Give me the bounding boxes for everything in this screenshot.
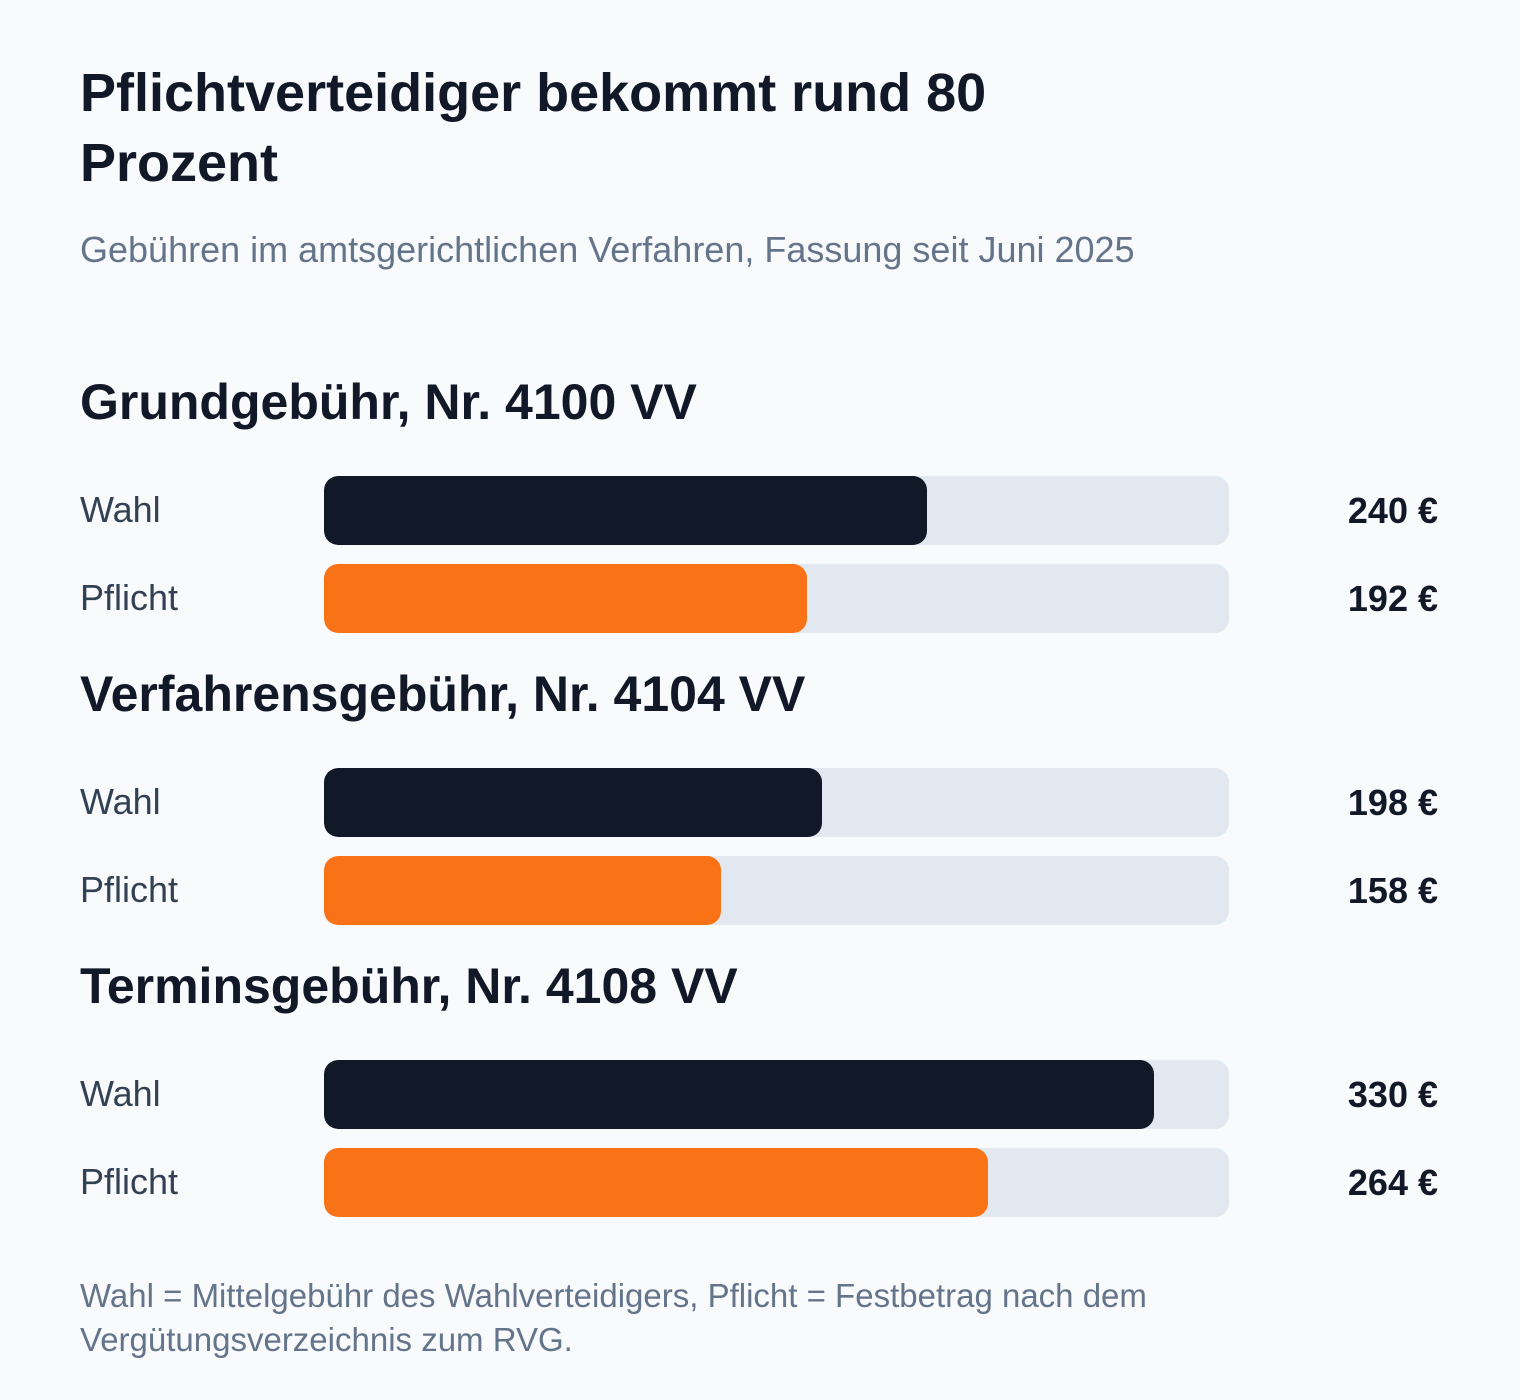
bar-value-label: 264 € <box>1347 1162 1438 1203</box>
bar-value-label: 240 € <box>1347 490 1438 531</box>
group-title: Terminsgebühr, Nr. 4108 VV <box>80 958 738 1014</box>
bar-track <box>324 768 1229 837</box>
bar-track <box>324 856 1229 925</box>
bar-track <box>324 1148 1229 1217</box>
bar-label-wahl: Wahl <box>80 1073 161 1114</box>
bar-value-label: 192 € <box>1347 578 1438 619</box>
bar-label-wahl: Wahl <box>80 781 161 822</box>
chart-subtitle: Gebühren im amtsgerichtlichen Verfahren,… <box>80 229 1135 270</box>
bar-track <box>324 1060 1229 1129</box>
bar-track <box>324 564 1229 633</box>
bar-track <box>324 476 1229 545</box>
bar-label-pflicht: Pflicht <box>80 869 179 910</box>
bar-wahl <box>324 1060 1154 1129</box>
group-title: Grundgebühr, Nr. 4100 VV <box>80 374 697 430</box>
group-title: Verfahrensgebühr, Nr. 4104 VV <box>80 666 806 722</box>
chart-title: Pflichtverteidiger bekommt rund 80 Proze… <box>80 63 987 193</box>
bar-value-label: 158 € <box>1347 870 1438 911</box>
bar-pflicht <box>324 856 721 925</box>
bar-pflicht <box>324 1148 988 1217</box>
bar-wahl <box>324 768 822 837</box>
bar-value-label: 330 € <box>1347 1074 1438 1115</box>
bar-value-label: 198 € <box>1347 782 1438 823</box>
bar-wahl <box>324 476 927 545</box>
bar-pflicht <box>324 564 807 633</box>
bar-label-pflicht: Pflicht <box>80 1161 179 1202</box>
chart-footnote: Wahl = Mittelgebühr des Wahlverteidigers… <box>80 1277 1147 1358</box>
bar-label-wahl: Wahl <box>80 489 161 530</box>
bar-label-pflicht: Pflicht <box>80 577 179 618</box>
